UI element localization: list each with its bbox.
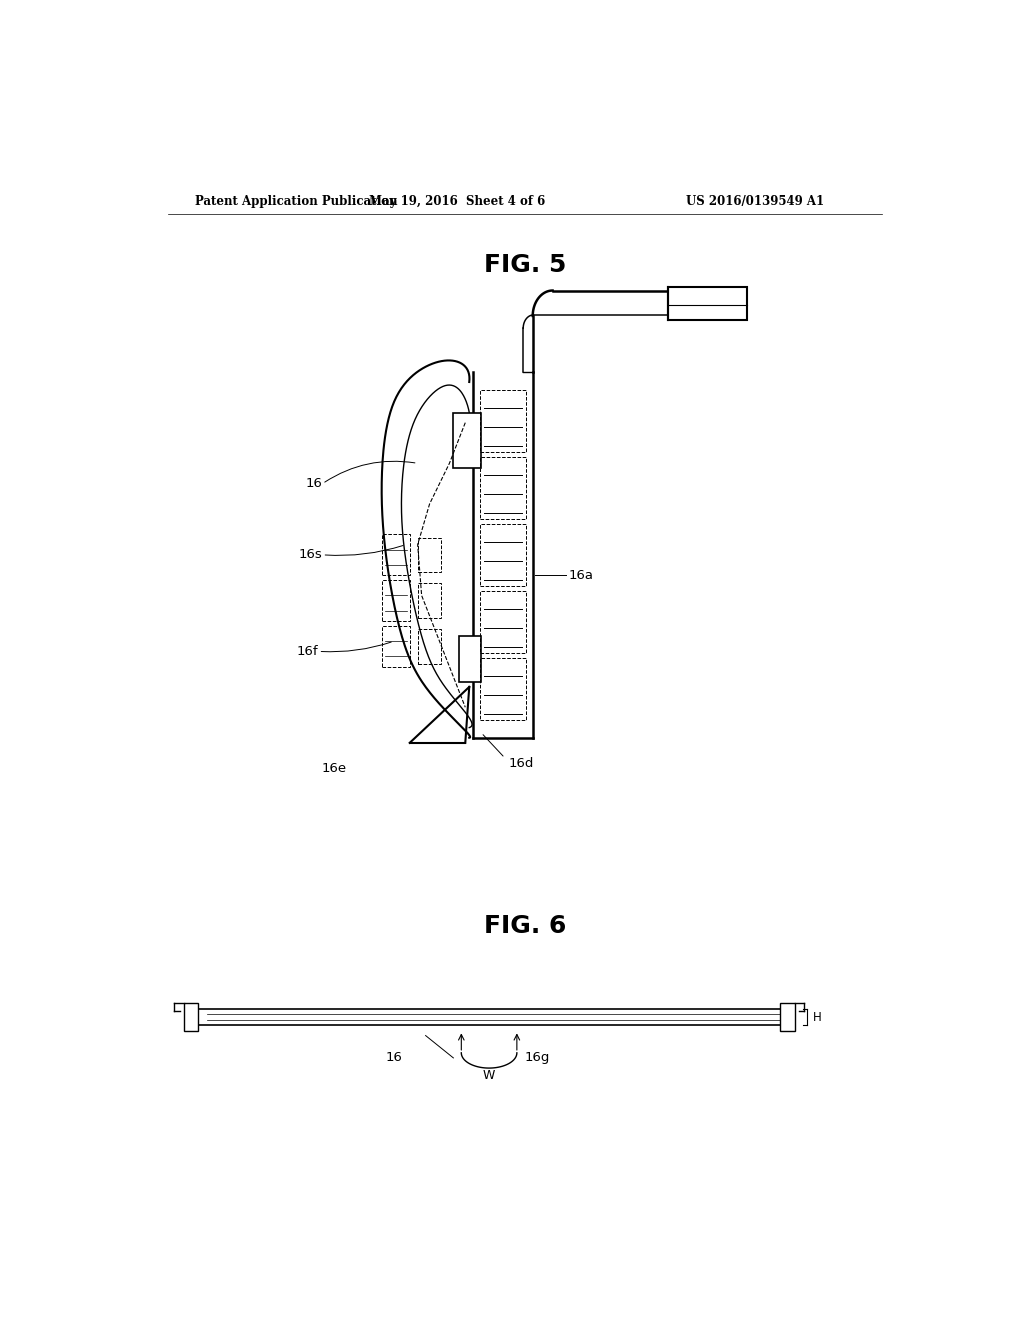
- Text: 16d: 16d: [509, 756, 535, 770]
- Text: 16: 16: [385, 1052, 402, 1064]
- Bar: [183, 1003, 198, 1031]
- Bar: [479, 659, 526, 721]
- Bar: [382, 535, 410, 576]
- Bar: [382, 581, 410, 620]
- Text: May 19, 2016  Sheet 4 of 6: May 19, 2016 Sheet 4 of 6: [370, 194, 546, 207]
- Text: 16a: 16a: [568, 569, 594, 582]
- Bar: [459, 636, 481, 682]
- Bar: [780, 1003, 795, 1031]
- Text: H: H: [813, 1011, 821, 1024]
- Text: 16g: 16g: [524, 1052, 550, 1064]
- Bar: [418, 583, 441, 618]
- Text: 16f: 16f: [297, 645, 318, 657]
- Bar: [479, 391, 526, 453]
- Bar: [382, 626, 410, 667]
- Text: 16e: 16e: [322, 762, 346, 775]
- Text: W: W: [483, 1069, 496, 1081]
- Bar: [479, 457, 526, 519]
- Bar: [418, 630, 441, 664]
- Bar: [479, 591, 526, 653]
- Text: 16s: 16s: [299, 548, 323, 561]
- Bar: [668, 288, 748, 319]
- Text: US 2016/0139549 A1: US 2016/0139549 A1: [686, 194, 824, 207]
- Text: Patent Application Publication: Patent Application Publication: [196, 194, 398, 207]
- Bar: [454, 412, 481, 469]
- Bar: [418, 537, 441, 572]
- Bar: [479, 524, 526, 586]
- Text: FIG. 6: FIG. 6: [483, 913, 566, 937]
- Text: 16: 16: [305, 477, 323, 490]
- Text: FIG. 5: FIG. 5: [483, 253, 566, 277]
